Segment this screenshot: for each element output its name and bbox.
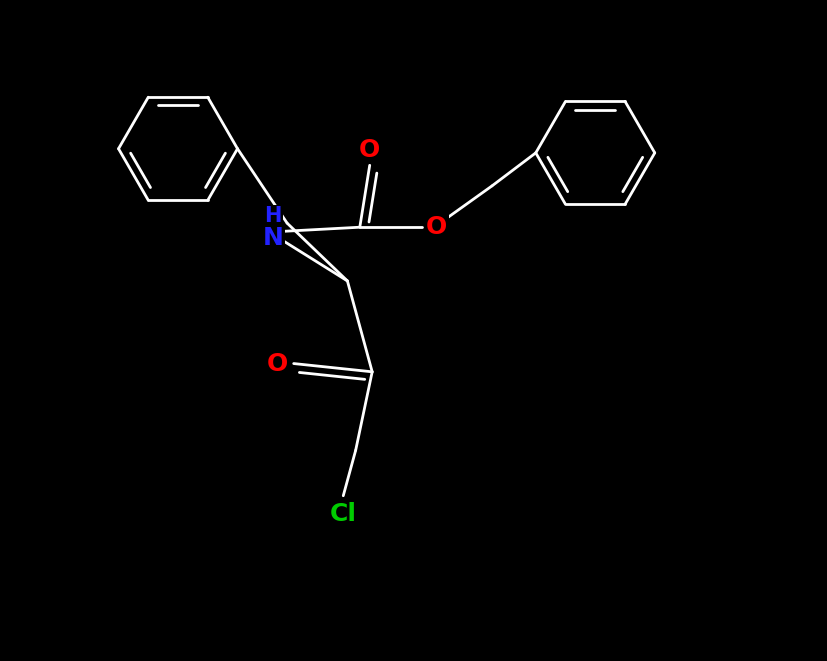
Text: O: O xyxy=(266,352,288,375)
Text: O: O xyxy=(426,215,447,239)
Text: O: O xyxy=(359,138,380,163)
Text: N: N xyxy=(263,226,284,250)
Text: H: H xyxy=(265,206,282,227)
Text: Cl: Cl xyxy=(330,502,356,526)
